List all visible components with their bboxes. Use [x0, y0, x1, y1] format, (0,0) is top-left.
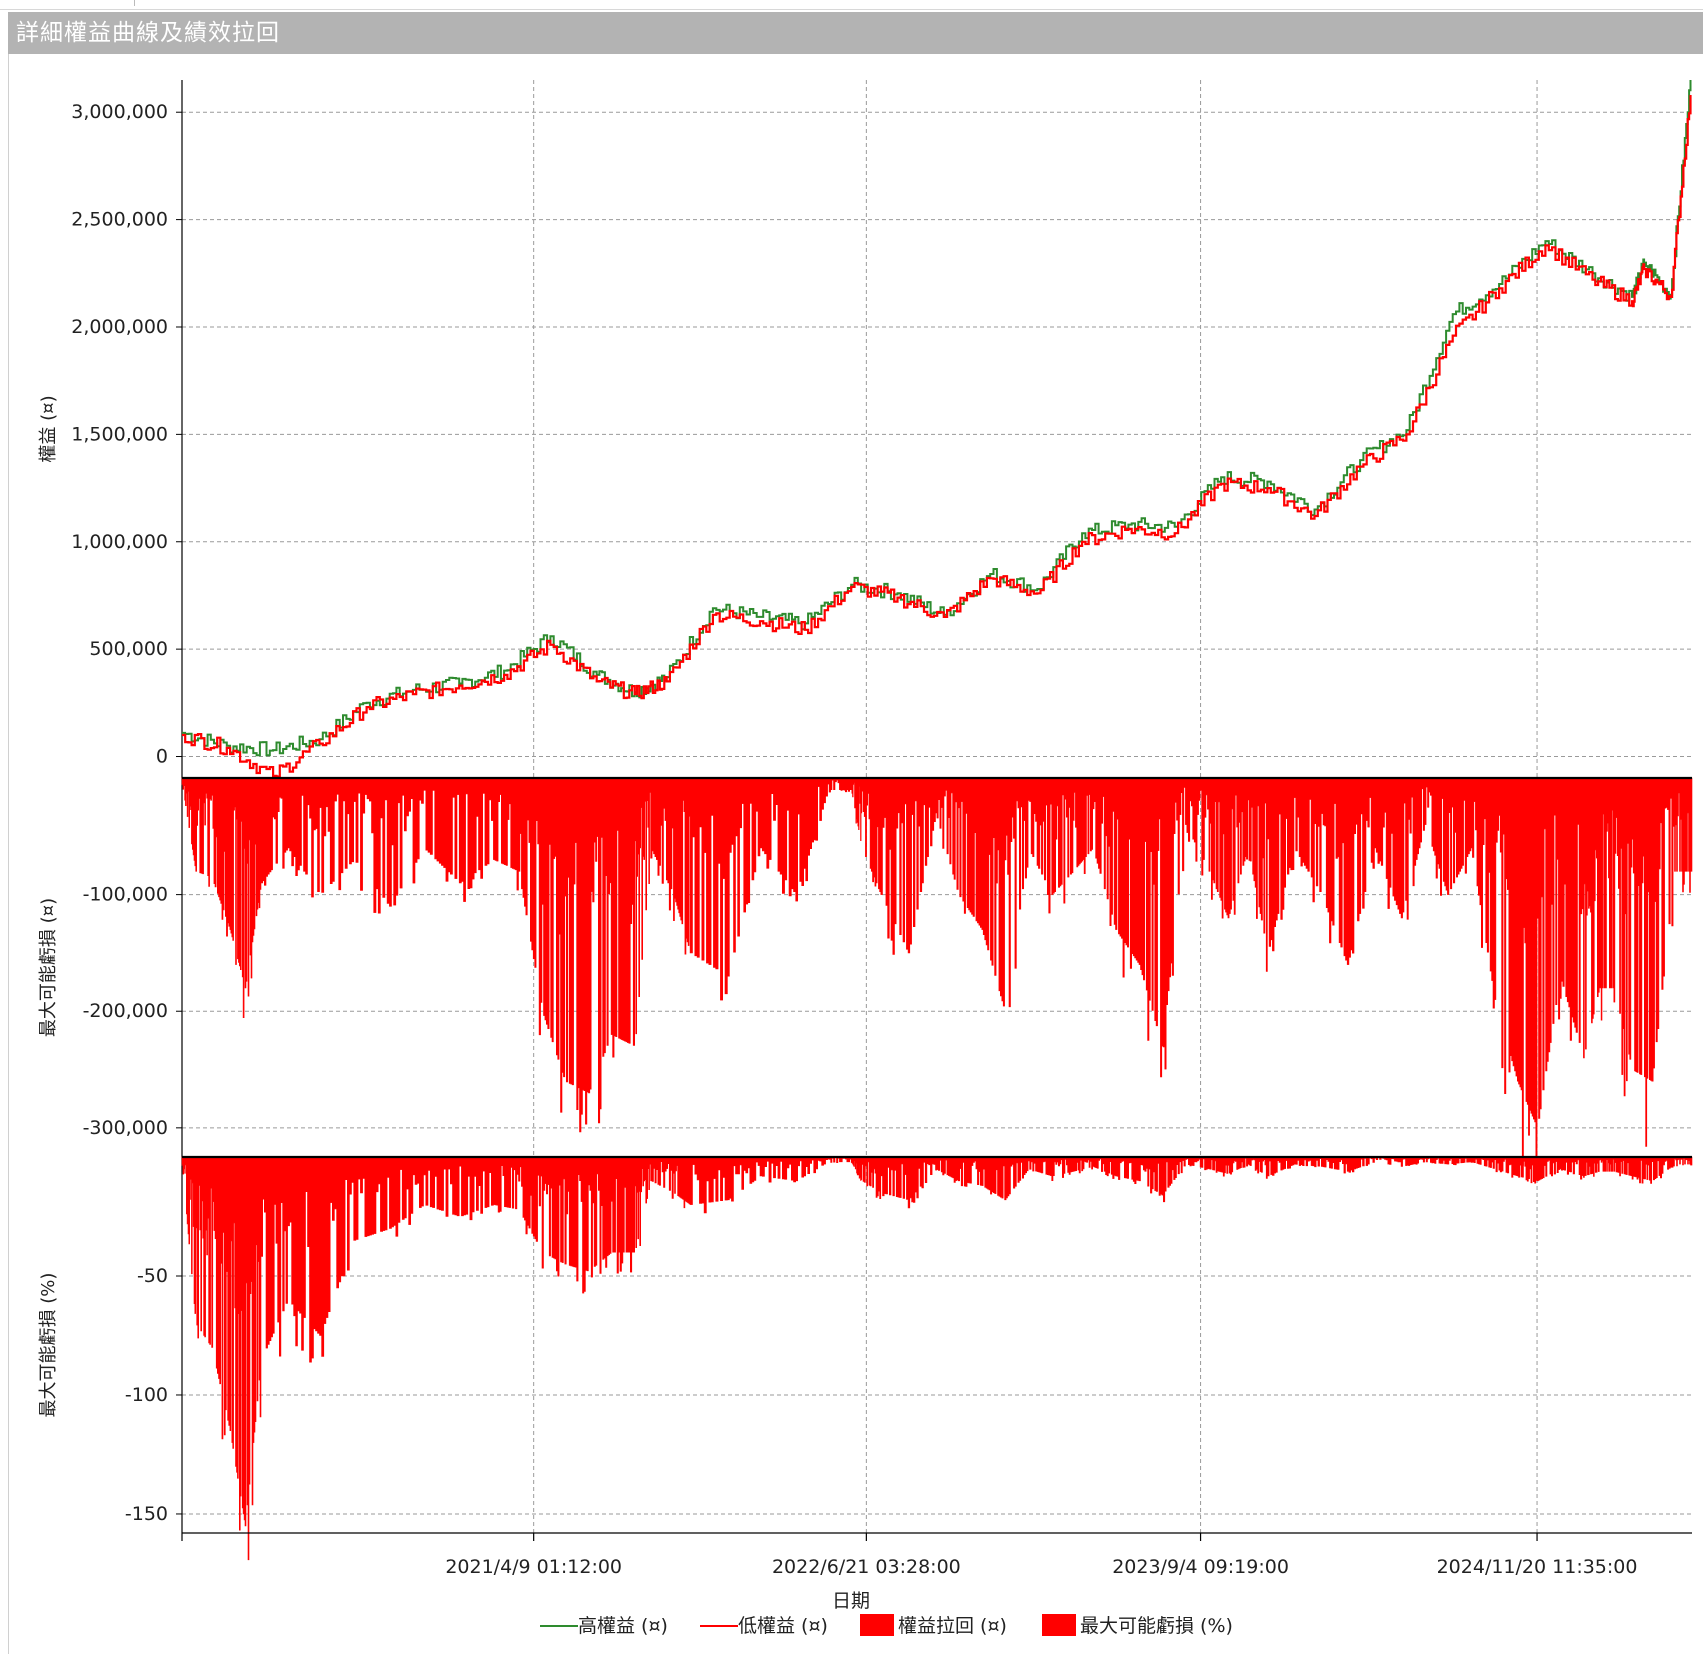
y-tick-label: 1,500,000: [71, 423, 168, 445]
x-axis-title: 日期: [832, 1590, 870, 1612]
legend-swatch-box: [860, 1614, 894, 1636]
y-tick-label: 2,000,000: [71, 316, 168, 338]
y-tick-label: -150: [125, 1503, 168, 1525]
legend-label: 權益拉回 (¤): [898, 1615, 1007, 1637]
y-axis-title: 權益 (¤): [38, 395, 59, 462]
drawdown-percent-area: [181, 1156, 1693, 1561]
legend-swatch-box: [1042, 1614, 1076, 1636]
x-tick-label: 2024/11/20 11:35:00: [1437, 1556, 1638, 1578]
y-tick-label: 0: [156, 746, 168, 768]
x-tick-label: 2022/6/21 03:28:00: [772, 1556, 961, 1578]
window-top-border: [0, 9, 1703, 10]
y-tick-label: -300,000: [83, 1117, 168, 1139]
y-tick-label: -100: [125, 1384, 168, 1406]
chart-title: 詳細權益曲線及績效拉回: [16, 20, 280, 46]
low-equity-series: [182, 95, 1692, 778]
window-corner-mark: [134, 0, 135, 6]
y-tick-label: -100,000: [83, 884, 168, 906]
drawdown-amount-area: [181, 777, 1693, 1166]
chart-title-bar: 詳細權益曲線及績效拉回: [8, 12, 1703, 54]
y-axis-title: 最大可能虧損 (%): [38, 1273, 59, 1418]
y-tick-label: 1,000,000: [71, 531, 168, 553]
y-tick-label: 3,000,000: [71, 101, 168, 123]
y-tick-label: 500,000: [89, 638, 168, 660]
high-equity-series: [182, 80, 1692, 757]
y-tick-label: -50: [137, 1265, 168, 1287]
legend-label: 最大可能虧損 (%): [1080, 1615, 1233, 1637]
y-tick-label: 2,500,000: [71, 209, 168, 231]
chart-frame-left: [8, 54, 9, 1654]
x-tick-label: 2021/4/9 01:12:00: [445, 1556, 622, 1578]
y-tick-label: -200,000: [83, 1000, 168, 1022]
y-axis-title: 最大可能虧損 (¤): [38, 898, 59, 1037]
x-tick-label: 2023/9/4 09:19:00: [1112, 1556, 1289, 1578]
legend-label: 高權益 (¤): [578, 1615, 668, 1637]
legend-label: 低權益 (¤): [738, 1615, 828, 1637]
